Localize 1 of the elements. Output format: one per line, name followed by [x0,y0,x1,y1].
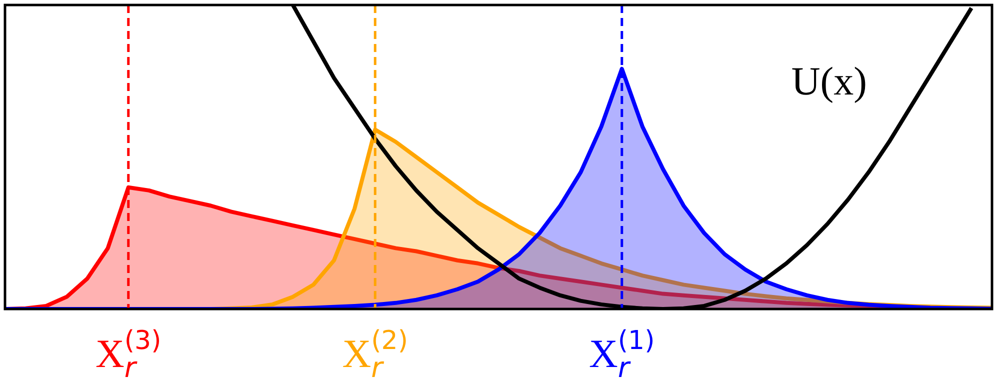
series-label: U(x) [791,58,867,104]
